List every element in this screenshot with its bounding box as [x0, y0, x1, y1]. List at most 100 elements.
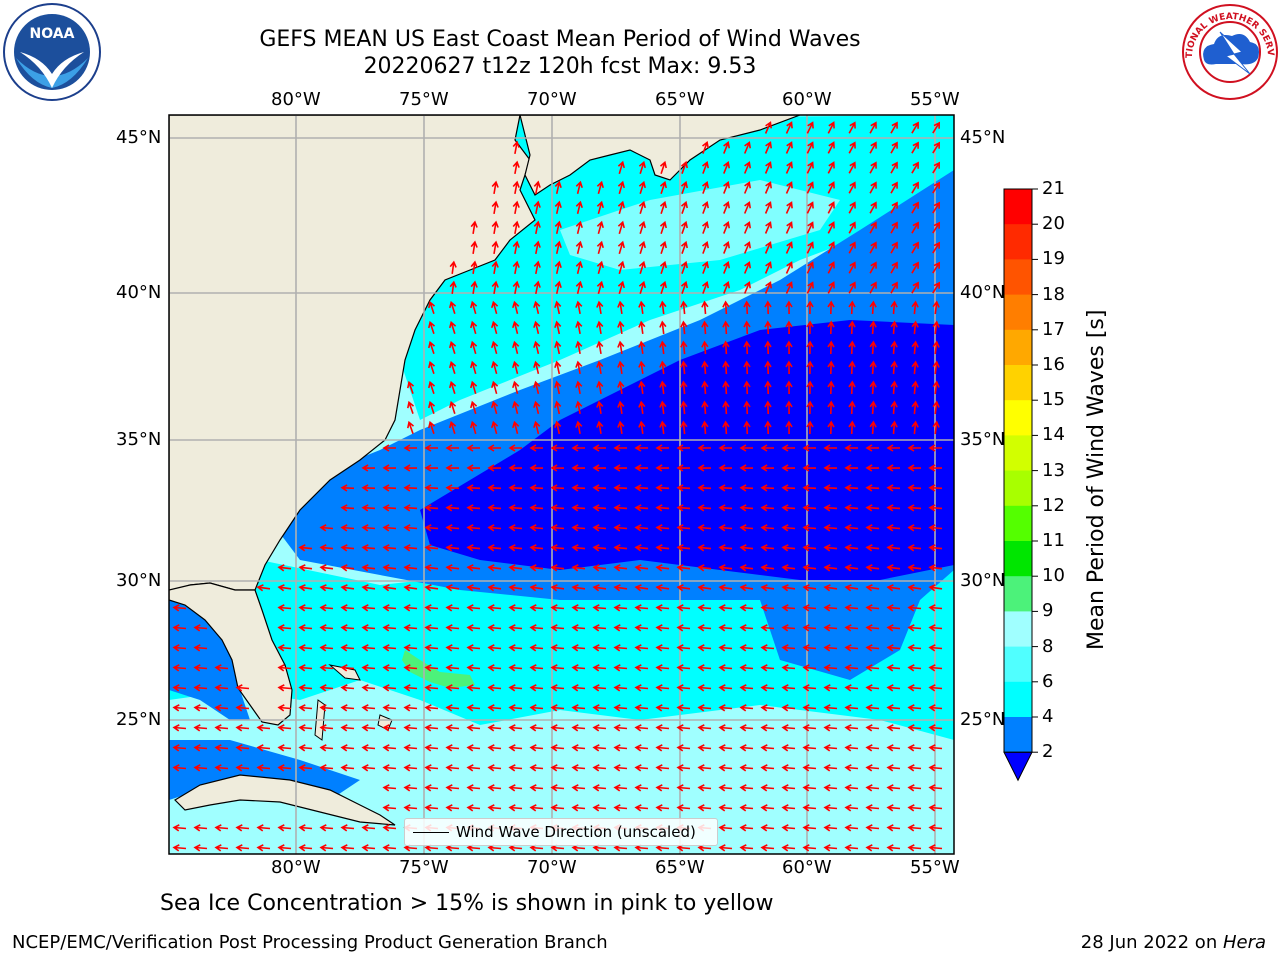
- wind-arrow: [865, 724, 880, 732]
- wind-arrow: [655, 784, 670, 792]
- wind-arrow: [634, 684, 649, 692]
- lat-label-left: 45°N: [116, 127, 162, 148]
- wind-arrow: [512, 200, 520, 215]
- wind-arrow: [760, 784, 775, 792]
- wind-arrow: [718, 584, 733, 592]
- wind-arrow: [403, 644, 418, 652]
- wind-arrow: [659, 360, 667, 375]
- wind-arrow: [802, 644, 817, 652]
- wind-arrow: [844, 524, 859, 532]
- wind-arrow: [235, 744, 250, 752]
- wind-arrow: [886, 644, 901, 652]
- wind-arrow: [592, 604, 607, 612]
- wind-arrow: [319, 684, 334, 692]
- wind-arrow: [340, 844, 355, 852]
- colorbar-segment: [1004, 576, 1032, 612]
- wind-arrow: [743, 241, 751, 254]
- wind-arrow: [508, 704, 523, 712]
- wind-arrow: [739, 824, 754, 832]
- wind-arrow: [865, 624, 880, 632]
- wind-arrow: [550, 464, 565, 472]
- wind-arrow: [508, 784, 523, 792]
- wind-arrow: [407, 380, 415, 394]
- wind-arrow: [470, 260, 478, 275]
- wind-arrow: [487, 644, 502, 652]
- wind-arrow: [235, 724, 250, 732]
- wind-arrow: [701, 340, 709, 355]
- wind-arrow: [172, 844, 187, 852]
- wind-arrow: [723, 140, 730, 154]
- wind-arrow: [932, 121, 941, 134]
- wind-arrow: [848, 261, 856, 274]
- wind-arrow: [844, 584, 859, 592]
- wind-arrow: [932, 181, 941, 194]
- wind-arrow: [848, 201, 856, 214]
- lon-label-top: 65°W: [655, 89, 705, 110]
- wind-arrow: [932, 221, 941, 234]
- wind-arrow: [928, 744, 943, 752]
- wind-arrow: [382, 784, 397, 792]
- wind-arrow: [697, 684, 712, 692]
- wind-arrow: [529, 684, 544, 692]
- wind-arrow: [613, 604, 628, 612]
- wind-arrow: [634, 784, 649, 792]
- wind-arrow: [571, 484, 586, 492]
- wind-arrow: [424, 784, 439, 792]
- wind-arrow: [760, 564, 775, 572]
- wind-arrow: [697, 544, 712, 552]
- wind-arrow: [193, 644, 208, 652]
- wind-arrow: [869, 300, 877, 315]
- colorbar-segment: [1004, 470, 1032, 507]
- wind-arrow: [911, 340, 919, 355]
- wind-arrow: [932, 300, 940, 315]
- wind-arrow: [806, 320, 814, 335]
- wind-arrow: [193, 624, 208, 632]
- wind-arrow: [361, 544, 376, 552]
- wind-arrow: [655, 764, 670, 772]
- wind-arrow: [235, 704, 250, 712]
- wind-arrow: [466, 584, 481, 592]
- wind-arrow: [512, 320, 520, 335]
- lat-label-right: 30°N: [960, 570, 1006, 591]
- wind-arrow: [802, 784, 817, 792]
- wind-arrow: [722, 360, 730, 375]
- wind-arrow: [592, 704, 607, 712]
- wind-arrow: [785, 161, 793, 174]
- wind-arrow: [697, 704, 712, 712]
- wind-arrow: [743, 400, 751, 415]
- wind-arrow: [634, 624, 649, 632]
- wind-arrow: [445, 464, 460, 472]
- wind-arrow: [743, 161, 751, 174]
- wind-arrow: [718, 784, 733, 792]
- colorbar-tick-label: 10: [1042, 565, 1065, 587]
- wind-arrow: [491, 360, 499, 375]
- wind-arrow: [869, 141, 877, 154]
- wind-arrow: [760, 844, 775, 852]
- wind-arrow: [718, 724, 733, 732]
- wind-arrow: [214, 704, 229, 712]
- wind-arrow: [403, 804, 418, 812]
- wind-arrow: [508, 664, 523, 672]
- wind-arrow: [550, 724, 565, 732]
- wind-arrow: [781, 504, 796, 512]
- wind-arrow: [361, 584, 376, 592]
- colorbar-segment: [1004, 717, 1032, 753]
- wind-arrow: [676, 444, 690, 452]
- wind-arrow: [781, 584, 796, 592]
- wind-arrow: [508, 544, 523, 552]
- wind-arrow: [319, 604, 334, 612]
- wind-arrow: [739, 704, 754, 712]
- lat-label-left: 30°N: [116, 570, 162, 591]
- wind-arrow: [764, 241, 772, 254]
- wind-arrow: [739, 624, 754, 632]
- wind-arrow: [424, 604, 439, 612]
- wind-arrow: [676, 684, 691, 692]
- wind-arrow: [781, 624, 796, 632]
- wind-arrow: [449, 280, 457, 295]
- wind-arrow: [277, 824, 292, 832]
- wind-arrow: [382, 684, 397, 692]
- wind-arrow: [781, 684, 796, 692]
- wind-arrow: [550, 644, 565, 652]
- wind-arrow: [865, 804, 880, 812]
- wind-arrow: [277, 844, 292, 852]
